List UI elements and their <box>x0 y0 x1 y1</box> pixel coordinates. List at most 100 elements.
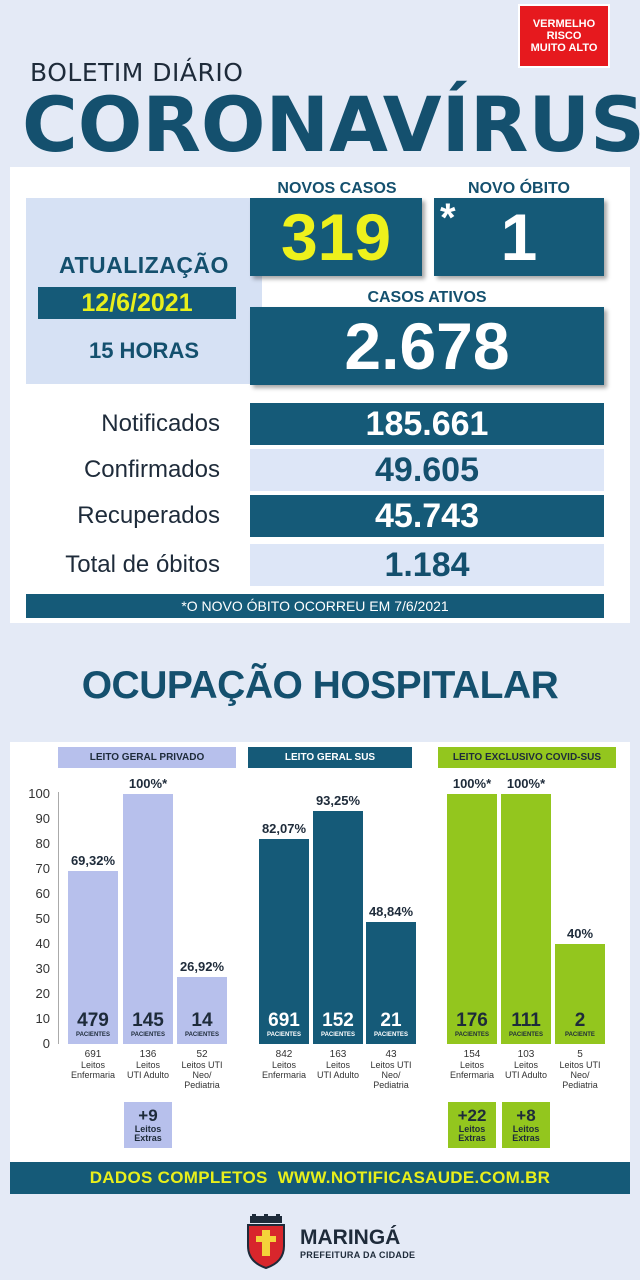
bed-type-line: Leitos <box>513 1060 539 1070</box>
y-tick-label: 90 <box>35 811 50 826</box>
bed-type-line: Leitos <box>135 1060 161 1070</box>
y-tick-label: 0 <box>42 1036 50 1051</box>
bar-percent-label: 40% <box>566 926 594 941</box>
update-title: ATUALIZAÇÃO <box>59 252 229 278</box>
bar-percent-label: 26,92% <box>179 958 225 974</box>
bed-count: 691 <box>84 1049 102 1060</box>
extra-beds-value: +22 <box>457 1106 487 1125</box>
occupancy-bar <box>313 810 363 1044</box>
extra-beds-value: +9 <box>138 1106 158 1125</box>
extra-beds-value: +8 <box>516 1106 536 1125</box>
death-footnote-marker: * <box>440 196 456 240</box>
row-label-deaths: Total de óbitos <box>65 551 220 578</box>
bed-count: 103 <box>517 1049 535 1060</box>
bar-bed-caption: 842 Leitos Enfermaria <box>251 1049 317 1081</box>
y-tick-label: 60 <box>35 886 50 901</box>
extra-beds-label: Leitos <box>512 1124 540 1134</box>
occupancy-bar <box>447 794 497 1044</box>
bar-bed-caption: 691 Leitos Enfermaria <box>60 1049 126 1081</box>
bed-type-line: Leitos <box>325 1060 351 1070</box>
bar-patient-label: PACIENTES <box>509 1032 543 1038</box>
occupancy-bar <box>259 838 309 1044</box>
bed-count: 842 <box>275 1049 293 1060</box>
bar-patient-count: 145 <box>132 1010 164 1031</box>
bed-type-line: Leitos <box>459 1060 485 1070</box>
city-subtitle: PREFEITURA DA CIDADE <box>300 1250 416 1260</box>
bed-type-line: UTI Adulto <box>316 1070 360 1080</box>
hospital-title: OCUPAÇÃO HOSPITALAR <box>81 664 559 707</box>
new-cases-label: NOVOS CASOS <box>277 180 397 197</box>
y-tick-label: 100 <box>28 786 50 801</box>
bed-type-line: Neo/ <box>570 1070 590 1080</box>
update-date: 12/6/2021 <box>38 287 236 319</box>
bed-count: 43 <box>385 1049 397 1060</box>
extra-beds-badge: +22 Leitos Extras <box>448 1102 496 1148</box>
row-label-recovered: Recuperados <box>77 502 220 529</box>
active-cases-value: 2.678 <box>250 307 604 385</box>
bar-patient-label: PACIENTES <box>76 1032 110 1038</box>
y-tick-label: 50 <box>35 911 50 926</box>
bed-type-line: Pediatria <box>562 1080 598 1090</box>
bar-percent-label: 93,25% <box>315 792 361 808</box>
bed-type-line: Enfermaria <box>70 1070 115 1080</box>
death-footnote: *O NOVO ÓBITO OCORREU EM 7/6/2021 <box>26 594 604 618</box>
extra-beds-badge: +8 Leitos Extras <box>502 1102 550 1148</box>
row-label-confirmed: Confirmados <box>83 456 220 483</box>
bed-type-line: Pediatria <box>373 1080 409 1090</box>
y-tick-label: 30 <box>35 961 50 976</box>
bed-type-line: Leitos <box>271 1060 297 1070</box>
bed-count: 163 <box>329 1049 347 1060</box>
new-cases-value: 319 <box>250 198 422 276</box>
city-crest-icon <box>247 1214 285 1270</box>
active-cases-label: CASOS ATIVOS <box>367 289 487 306</box>
new-death-value: 1 <box>434 198 604 276</box>
occupancy-bar <box>177 976 227 1044</box>
bed-type-line: UTI Adulto <box>126 1070 170 1080</box>
bar-patient-count: 479 <box>77 1010 109 1031</box>
bar-patient-count: 152 <box>322 1010 354 1031</box>
bed-type-line: Leitos <box>80 1060 106 1070</box>
occupancy-bar <box>555 944 605 1044</box>
bed-type-line: UTI Adulto <box>504 1070 548 1080</box>
bar-bed-caption: 103 Leitos UTI Adulto <box>493 1049 559 1081</box>
y-tick-label: 10 <box>35 1011 50 1026</box>
bar-percent-label: 69,32% <box>70 852 116 868</box>
bar-bed-caption: 163 Leitos UTI Adulto <box>305 1049 371 1081</box>
bar-patient-label: PACIENTE <box>565 1032 595 1038</box>
bed-type-line: Pediatria <box>184 1080 220 1090</box>
extra-beds-badge: +9 Leitos Extras <box>124 1102 172 1148</box>
bed-type-line: Leitos UTI <box>181 1060 223 1070</box>
bed-count: 52 <box>196 1049 208 1060</box>
banner-url[interactable]: WWW.NOTIFICASAUDE.COM.BR <box>277 1168 551 1187</box>
extra-beds-label: Extras <box>134 1133 162 1143</box>
extra-beds-label: Extras <box>512 1133 540 1143</box>
bar-percent-label: 100%* <box>506 776 546 791</box>
bed-count: 154 <box>463 1049 481 1060</box>
y-tick-label: 70 <box>35 861 50 876</box>
bar-patient-label: PACIENTES <box>131 1032 165 1038</box>
bar-bed-caption: 154 Leitos Enfermaria <box>439 1049 505 1081</box>
bar-percent-label: 100%* <box>452 776 492 791</box>
bed-type-line: Neo/ <box>381 1070 401 1080</box>
group-header-sus: LEITO GERAL SUS <box>248 747 412 768</box>
bed-count: 136 <box>139 1049 157 1060</box>
bar-bed-caption: 5 Leitos UTI Neo/Pediatria <box>547 1050 613 1091</box>
update-time: 15 HORAS <box>88 338 200 363</box>
data-source-banner[interactable]: DADOS COMPLETOS WWW.NOTIFICASAUDE.COM.BR <box>10 1162 630 1194</box>
bar-patient-label: PACIENTES <box>455 1032 489 1038</box>
bar-patient-label: PACIENTES <box>185 1032 219 1038</box>
extra-beds-label: Leitos <box>458 1124 486 1134</box>
bar-patient-count: 176 <box>456 1010 488 1031</box>
occupancy-bar <box>366 921 416 1044</box>
bar-patient-label: PACIENTES <box>267 1032 301 1038</box>
bar-percent-label: 100%* <box>128 776 168 791</box>
group-header-covid: LEITO EXCLUSIVO COVID-SUS <box>438 747 616 768</box>
risk-line-3: MUITO ALTO <box>530 42 598 54</box>
bar-bed-caption: 52 Leitos UTI Neo/Pediatria <box>169 1049 235 1091</box>
bed-type-line: Leitos UTI <box>370 1060 412 1070</box>
bar-patient-count: 2 <box>574 1010 586 1031</box>
bar-patient-label: PACIENTES <box>321 1032 355 1038</box>
occupancy-bar <box>68 870 118 1044</box>
bar-patient-count: 21 <box>380 1010 402 1031</box>
bar-percent-label: 82,07% <box>261 820 307 836</box>
